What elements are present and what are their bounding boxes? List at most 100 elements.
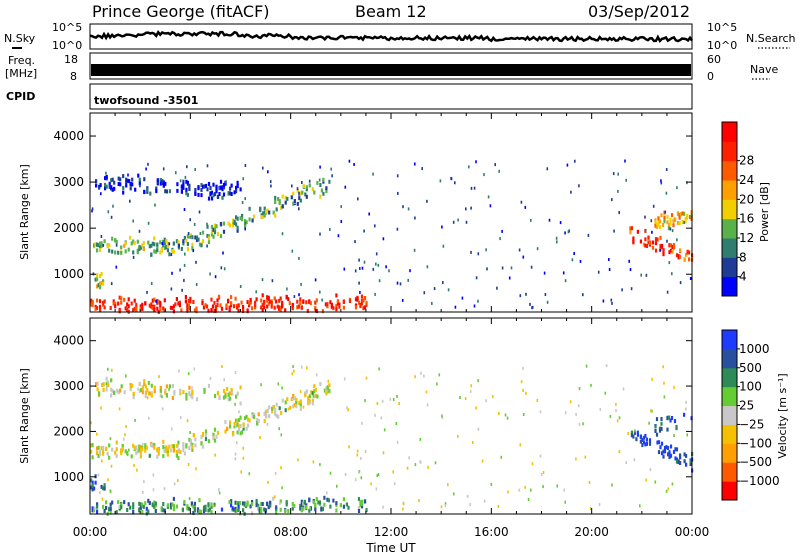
nave-tick-bottom: 0	[707, 70, 714, 83]
echo-cell	[590, 383, 592, 387]
echo-cell	[259, 208, 262, 213]
echo-cell	[242, 501, 245, 506]
power-panel-frame	[89, 112, 693, 313]
echo-cell	[235, 189, 238, 194]
echo-cell	[251, 511, 254, 516]
echo-cell	[336, 484, 338, 488]
echo-cell	[148, 501, 151, 505]
echo-cell	[214, 275, 217, 279]
echo-cell	[234, 371, 237, 374]
echo-cell	[153, 304, 156, 309]
echo-cell	[124, 306, 127, 311]
echo-cell	[685, 407, 687, 411]
echo-cell	[409, 269, 411, 273]
echo-cell	[206, 244, 208, 248]
echo-cell	[457, 434, 459, 438]
echo-cell	[153, 297, 156, 302]
echo-cell	[96, 298, 99, 303]
echo-cell	[261, 293, 264, 298]
echo-cell	[617, 172, 619, 176]
echo-cell	[378, 279, 381, 283]
echo-cell	[183, 500, 186, 504]
echo-cell	[681, 220, 684, 225]
echo-cell	[117, 182, 120, 186]
colorbar-swatch	[722, 238, 737, 258]
echo-cell	[110, 178, 113, 183]
echo-cell	[90, 449, 93, 454]
echo-cell	[191, 389, 194, 394]
echo-cell	[183, 263, 186, 267]
echo-cell	[236, 305, 239, 310]
echo-cell	[330, 302, 333, 307]
echo-cell	[100, 192, 102, 196]
echo-cell	[253, 412, 256, 417]
echo-cell	[192, 300, 195, 304]
echo-cell	[660, 213, 663, 218]
colorbar-swatch	[722, 218, 737, 239]
echo-cell	[562, 271, 565, 275]
echo-cell	[234, 190, 236, 194]
echo-cell	[666, 452, 670, 457]
echo-cell	[295, 398, 298, 402]
echo-cell	[299, 506, 302, 511]
echo-cell	[275, 507, 278, 512]
echo-cell	[191, 242, 194, 247]
echo-cell	[298, 191, 301, 196]
echo-cell	[153, 504, 156, 509]
echo-cell	[363, 229, 365, 233]
echo-cell	[156, 447, 159, 452]
echo-cell	[181, 288, 183, 292]
echo-cell	[361, 421, 363, 425]
echo-cell	[156, 244, 159, 249]
echo-cell	[328, 179, 331, 184]
echo-cell	[320, 506, 323, 511]
echo-cell	[242, 456, 245, 460]
time-tick-label: 16:00	[474, 525, 509, 539]
echo-cell	[319, 194, 322, 199]
echo-cell	[263, 411, 266, 416]
echo-cell	[673, 385, 675, 389]
echo-cell	[662, 454, 665, 459]
echo-cell	[396, 281, 399, 285]
echo-cell	[307, 401, 310, 406]
echo-cell	[641, 437, 644, 442]
echo-cell	[112, 299, 115, 304]
echo-cell	[319, 165, 321, 169]
echo-cell	[651, 240, 655, 245]
echo-cell	[190, 501, 193, 506]
echo-cell	[148, 303, 151, 308]
echo-cell	[668, 250, 671, 255]
echo-cell	[279, 296, 282, 301]
echo-cell	[141, 390, 144, 395]
echo-cell	[163, 487, 166, 491]
echo-cell	[239, 424, 242, 428]
echo-cell	[142, 491, 144, 494]
echo-cell	[122, 174, 125, 179]
echo-cell	[370, 482, 372, 486]
y-tick-label: 4000	[53, 334, 84, 348]
echo-cell	[127, 304, 130, 309]
echo-cell	[356, 453, 359, 457]
echo-cell	[246, 309, 249, 314]
echo-cell	[177, 301, 180, 306]
echo-cell	[165, 449, 168, 454]
echo-cell	[120, 384, 123, 389]
echo-cell	[109, 437, 112, 441]
echo-cell	[648, 438, 652, 443]
echo-cell	[321, 309, 324, 314]
echo-cell	[332, 498, 335, 503]
echo-cell	[257, 506, 260, 511]
echo-cell	[184, 295, 187, 299]
echo-cell	[111, 500, 114, 505]
echo-cell	[256, 421, 259, 426]
echo-cell	[108, 248, 111, 253]
echo-cell	[204, 433, 208, 438]
echo-cell	[207, 236, 211, 241]
echo-cell	[475, 276, 478, 280]
colorbar-swatch	[722, 199, 737, 220]
echo-cell	[299, 503, 302, 508]
echo-cell	[668, 450, 671, 455]
echo-cell	[364, 450, 367, 453]
echo-cell	[158, 375, 160, 379]
